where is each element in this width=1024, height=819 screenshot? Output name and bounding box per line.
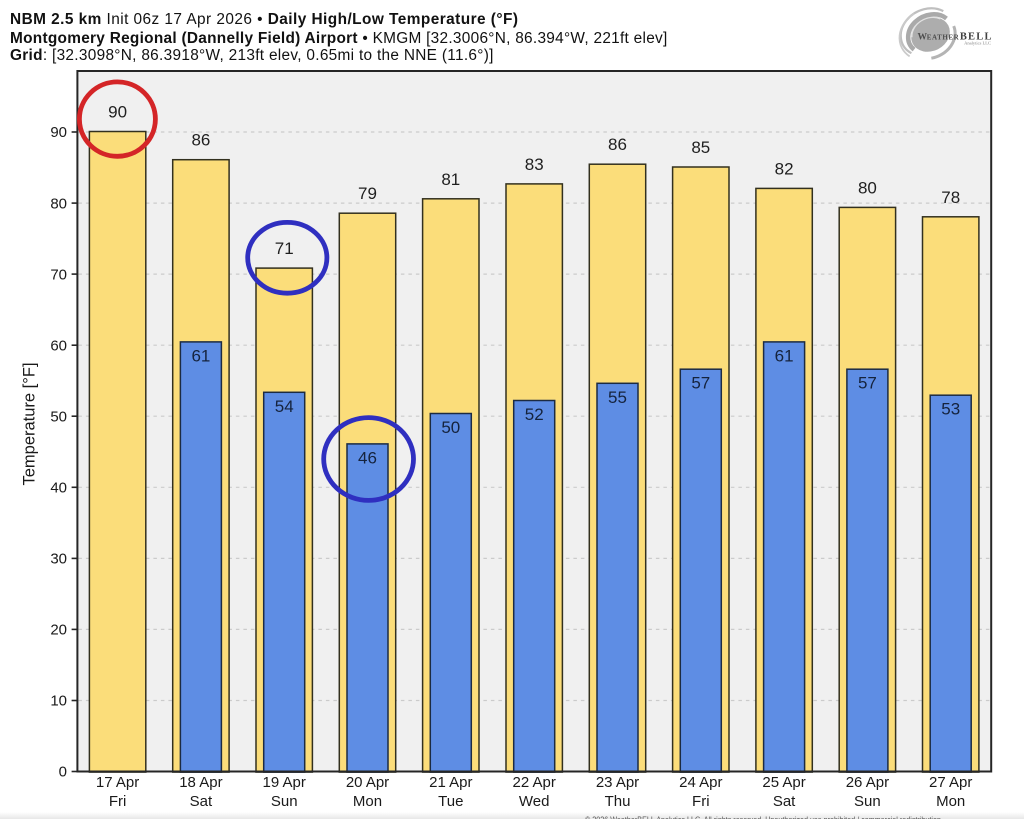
svg-text:0: 0 (59, 764, 67, 781)
svg-text:25 Apr: 25 Apr (762, 774, 805, 791)
svg-text:40: 40 (50, 480, 67, 497)
svg-text:Grid: [32.3098°N, 86.3918°W, 2: Grid: [32.3098°N, 86.3918°W, 213ft elev,… (10, 47, 494, 64)
svg-text:Montgomery Regional (Dannelly: Montgomery Regional (Dannelly Field) Air… (10, 30, 668, 47)
svg-text:46: 46 (358, 448, 377, 467)
svg-text:WEATHERBELL: WEATHERBELL (918, 31, 993, 42)
svg-text:21 Apr: 21 Apr (429, 774, 472, 791)
svg-text:23 Apr: 23 Apr (596, 774, 639, 791)
svg-text:Mon: Mon (936, 793, 965, 810)
svg-text:86: 86 (608, 135, 627, 154)
svg-text:60: 60 (50, 337, 67, 354)
svg-text:57: 57 (858, 374, 877, 393)
svg-text:Mon: Mon (353, 793, 382, 810)
svg-text:71: 71 (275, 239, 294, 258)
svg-text:55: 55 (608, 388, 627, 407)
svg-text:Sun: Sun (854, 793, 881, 810)
svg-text:NBM 2.5 km Init 06z 17 Apr 202: NBM 2.5 km Init 06z 17 Apr 2026 • Daily … (10, 11, 518, 28)
svg-text:50: 50 (441, 418, 460, 437)
svg-text:20: 20 (50, 622, 67, 639)
svg-text:90: 90 (108, 103, 127, 122)
svg-text:83: 83 (525, 155, 544, 174)
svg-text:26 Apr: 26 Apr (846, 774, 889, 791)
svg-text:90: 90 (50, 124, 67, 141)
svg-text:Temperature [°F]: Temperature [°F] (21, 362, 39, 485)
svg-text:82: 82 (775, 159, 794, 178)
svg-text:Wed: Wed (519, 793, 550, 810)
svg-text:27 Apr: 27 Apr (929, 774, 972, 791)
svg-text:61: 61 (191, 346, 210, 365)
svg-text:Sat: Sat (190, 793, 213, 810)
svg-text:79: 79 (358, 184, 377, 203)
svg-text:50: 50 (50, 408, 67, 425)
svg-text:70: 70 (50, 266, 67, 283)
svg-text:85: 85 (691, 138, 710, 157)
svg-text:18 Apr: 18 Apr (179, 774, 222, 791)
svg-text:80: 80 (50, 195, 67, 212)
svg-text:30: 30 (50, 551, 67, 568)
svg-text:61: 61 (775, 346, 794, 365)
svg-text:81: 81 (441, 170, 460, 189)
svg-text:78: 78 (941, 188, 960, 207)
svg-text:© 2026 WeatherBELL Analytics L: © 2026 WeatherBELL Analytics LLC. All ri… (585, 814, 941, 819)
svg-text:Sat: Sat (773, 793, 796, 810)
svg-text:52: 52 (525, 405, 544, 424)
svg-text:Sun: Sun (271, 793, 298, 810)
svg-text:57: 57 (691, 374, 710, 393)
svg-text:22 Apr: 22 Apr (513, 774, 556, 791)
svg-text:Tue: Tue (438, 793, 463, 810)
svg-text:10: 10 (50, 693, 67, 710)
svg-text:Fri: Fri (692, 793, 710, 810)
svg-text:17 Apr: 17 Apr (96, 774, 139, 791)
svg-text:Analytics LLC: Analytics LLC (964, 40, 991, 45)
svg-text:86: 86 (191, 131, 210, 150)
svg-text:20 Apr: 20 Apr (346, 774, 389, 791)
svg-text:Thu: Thu (605, 793, 631, 810)
svg-text:24 Apr: 24 Apr (679, 774, 722, 791)
svg-text:Fri: Fri (109, 793, 127, 810)
svg-text:53: 53 (941, 400, 960, 419)
svg-text:19 Apr: 19 Apr (263, 774, 306, 791)
svg-text:54: 54 (275, 397, 294, 416)
svg-text:80: 80 (858, 178, 877, 197)
